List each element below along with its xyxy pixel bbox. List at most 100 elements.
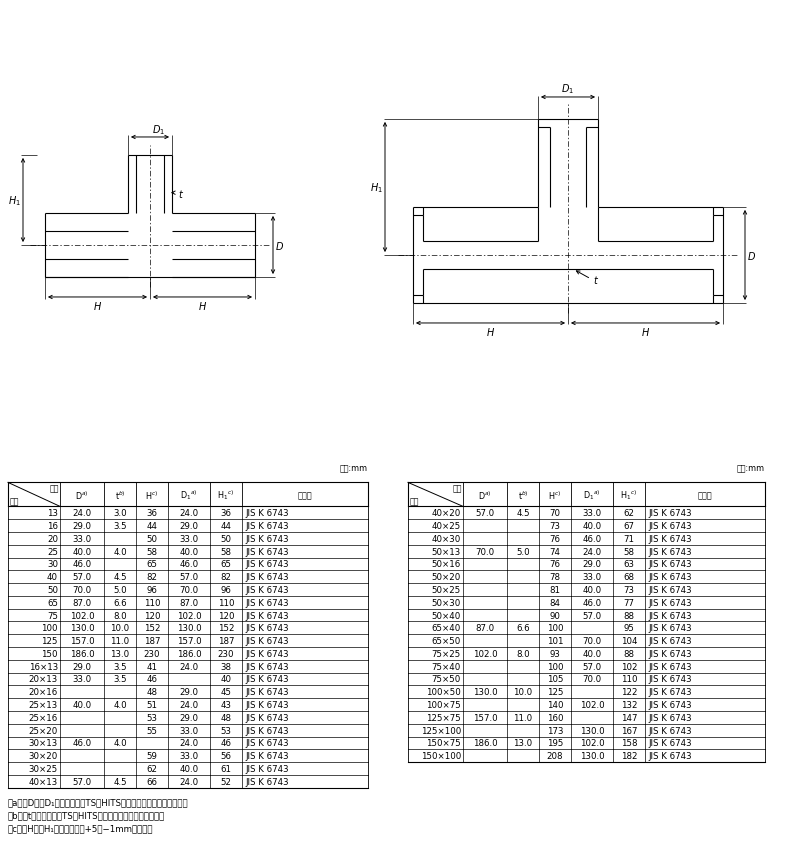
Text: 100: 100 xyxy=(42,624,58,632)
Text: JIS K 6743: JIS K 6743 xyxy=(648,688,692,696)
Text: 50: 50 xyxy=(47,585,58,595)
Text: 50×13: 50×13 xyxy=(432,547,461,556)
Text: 6.6: 6.6 xyxy=(113,598,127,607)
Text: 66: 66 xyxy=(146,777,158,786)
Text: 82: 82 xyxy=(146,573,158,582)
Text: 95: 95 xyxy=(623,624,634,632)
Text: 147: 147 xyxy=(621,713,638,722)
Text: 30×13: 30×13 xyxy=(29,739,58,747)
Text: 40.0: 40.0 xyxy=(73,700,91,709)
Text: 58: 58 xyxy=(146,547,158,556)
Text: t$^{b)}$: t$^{b)}$ xyxy=(518,488,528,501)
Text: 33.0: 33.0 xyxy=(582,573,602,582)
Text: JIS K 6743: JIS K 6743 xyxy=(245,534,289,544)
Text: JIS K 6743: JIS K 6743 xyxy=(245,611,289,620)
Text: 10.0: 10.0 xyxy=(514,688,533,696)
Text: $H$: $H$ xyxy=(198,300,207,312)
Text: 75×40: 75×40 xyxy=(432,662,461,671)
Text: 20: 20 xyxy=(47,534,58,544)
Text: 33.0: 33.0 xyxy=(73,534,91,544)
Text: 130.0: 130.0 xyxy=(70,624,94,632)
Text: 130.0: 130.0 xyxy=(580,726,604,734)
Text: 40×20: 40×20 xyxy=(432,509,461,518)
Text: 186.0: 186.0 xyxy=(70,649,94,658)
Text: 102.0: 102.0 xyxy=(580,700,604,709)
Text: 70.0: 70.0 xyxy=(582,675,602,683)
Text: 4.0: 4.0 xyxy=(113,700,127,709)
Text: 38: 38 xyxy=(221,662,231,671)
Text: $H$: $H$ xyxy=(641,325,650,337)
Text: JIS K 6743: JIS K 6743 xyxy=(245,713,289,722)
Text: JIS K 6743: JIS K 6743 xyxy=(648,675,692,683)
Text: 102.0: 102.0 xyxy=(473,649,498,658)
Text: 40.0: 40.0 xyxy=(582,585,602,595)
Text: JIS K 6743: JIS K 6743 xyxy=(245,598,289,607)
Text: 102.0: 102.0 xyxy=(70,611,94,620)
Text: 46.0: 46.0 xyxy=(179,560,198,569)
Text: 182: 182 xyxy=(621,751,638,760)
Text: 25×13: 25×13 xyxy=(29,700,58,709)
Text: 61: 61 xyxy=(221,764,231,773)
Text: 158: 158 xyxy=(621,739,638,747)
Text: 8.0: 8.0 xyxy=(113,611,127,620)
Text: 13.0: 13.0 xyxy=(514,739,533,747)
Text: 65: 65 xyxy=(47,598,58,607)
Text: 46.0: 46.0 xyxy=(73,739,91,747)
Text: 50×30: 50×30 xyxy=(432,598,461,607)
Text: 157.0: 157.0 xyxy=(473,713,498,722)
Text: 57.0: 57.0 xyxy=(582,662,602,671)
Text: 125: 125 xyxy=(546,688,563,696)
Text: 50×16: 50×16 xyxy=(432,560,461,569)
Text: 呼径: 呼径 xyxy=(410,497,419,506)
Text: D$_1$$^{a)}$: D$_1$$^{a)}$ xyxy=(180,488,198,502)
Text: 102.0: 102.0 xyxy=(580,739,604,747)
Text: 110: 110 xyxy=(621,675,638,683)
Text: t$^{b)}$: t$^{b)}$ xyxy=(114,488,126,501)
Text: 65×50: 65×50 xyxy=(432,636,461,645)
Text: 65×40: 65×40 xyxy=(432,624,461,632)
Text: 73: 73 xyxy=(550,521,561,531)
Text: 70.0: 70.0 xyxy=(73,585,91,595)
Text: JIS K 6743: JIS K 6743 xyxy=(648,624,692,632)
Text: 5.0: 5.0 xyxy=(113,585,127,595)
Text: 90: 90 xyxy=(550,611,561,620)
Text: $D$: $D$ xyxy=(747,250,756,262)
Text: 注a）　D及びD₁の許容差は、TS・HITS継手受口共通寸法図による。: 注a） D及びD₁の許容差は、TS・HITS継手受口共通寸法図による。 xyxy=(8,797,189,807)
Text: 132: 132 xyxy=(621,700,638,709)
Text: $H$: $H$ xyxy=(93,300,102,312)
Text: 44: 44 xyxy=(146,521,158,531)
Text: 71: 71 xyxy=(623,534,634,544)
Text: 4.5: 4.5 xyxy=(516,509,530,518)
Text: JIS K 6743: JIS K 6743 xyxy=(245,726,289,734)
Text: 50×20: 50×20 xyxy=(432,573,461,582)
Text: 注b）　tの許容差は、TS・HITS継手受口共通寸法図による。: 注b） tの許容差は、TS・HITS継手受口共通寸法図による。 xyxy=(8,811,166,820)
Text: 105: 105 xyxy=(546,675,563,683)
Text: 73: 73 xyxy=(623,585,634,595)
Text: 93: 93 xyxy=(550,649,561,658)
Text: JIS K 6743: JIS K 6743 xyxy=(648,585,692,595)
Text: 3.5: 3.5 xyxy=(113,521,127,531)
Text: 122: 122 xyxy=(621,688,638,696)
Text: JIS K 6743: JIS K 6743 xyxy=(245,777,289,786)
Text: 59: 59 xyxy=(146,751,158,760)
Text: 150: 150 xyxy=(42,649,58,658)
Text: JIS K 6743: JIS K 6743 xyxy=(648,713,692,722)
Text: 87.0: 87.0 xyxy=(475,624,494,632)
Text: 33.0: 33.0 xyxy=(73,675,91,683)
Text: 24.0: 24.0 xyxy=(179,739,198,747)
Text: JIS K 6743: JIS K 6743 xyxy=(245,662,289,671)
Text: 84: 84 xyxy=(550,598,561,607)
Text: 25×20: 25×20 xyxy=(29,726,58,734)
Text: $t$: $t$ xyxy=(178,187,184,199)
Text: 63: 63 xyxy=(623,560,634,569)
Text: 30: 30 xyxy=(47,560,58,569)
Bar xyxy=(408,105,728,308)
Text: 40.0: 40.0 xyxy=(582,521,602,531)
Text: 29.0: 29.0 xyxy=(179,713,198,722)
Text: 77: 77 xyxy=(623,598,634,607)
Text: 110: 110 xyxy=(218,598,234,607)
Text: 57.0: 57.0 xyxy=(475,509,494,518)
Text: 65: 65 xyxy=(146,560,158,569)
Text: 150×75: 150×75 xyxy=(426,739,461,747)
Text: 36: 36 xyxy=(146,509,158,518)
